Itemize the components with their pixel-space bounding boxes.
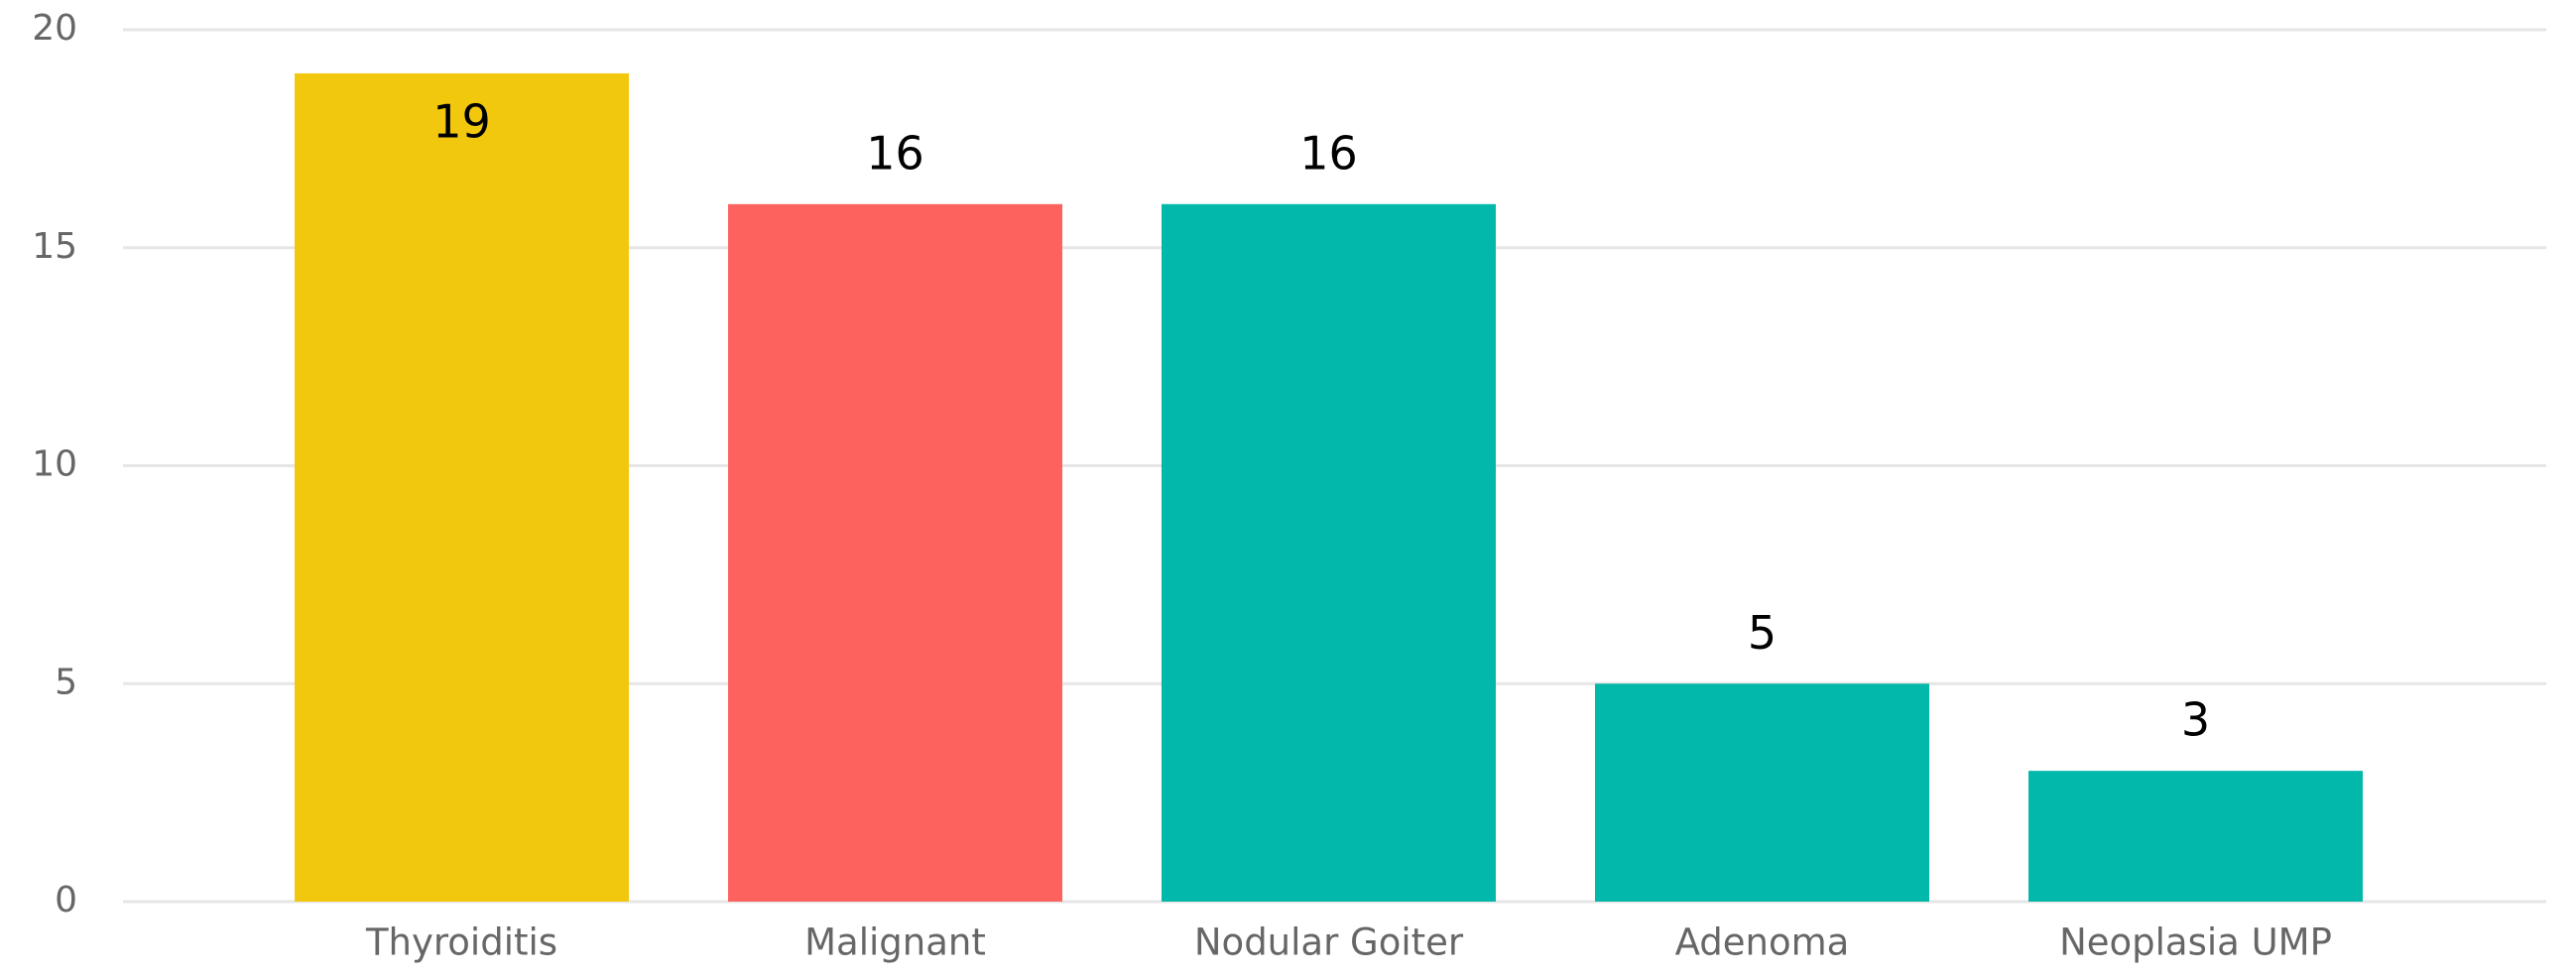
x-tick-label: Neoplasia UMP — [2059, 921, 2332, 964]
bar — [2028, 771, 2363, 902]
bar — [295, 72, 629, 902]
data-label: 5 — [1748, 606, 1777, 660]
data-label: 19 — [432, 94, 491, 148]
data-label: 16 — [1299, 126, 1358, 180]
x-tick-label: Malignant — [804, 921, 986, 964]
bar — [1595, 683, 1929, 902]
data-label: 16 — [866, 126, 924, 180]
x-tick-label: Thyroiditis — [365, 921, 557, 964]
y-tick-label: 10 — [32, 444, 77, 485]
y-tick-label: 15 — [32, 226, 77, 267]
y-tick-label: 5 — [55, 662, 77, 702]
data-label: 3 — [2181, 693, 2210, 747]
y-tick-label: 20 — [32, 8, 77, 49]
x-tick-label: Nodular Goiter — [1194, 921, 1464, 964]
bar — [728, 203, 1062, 903]
x-tick-label: Adenoma — [1675, 921, 1850, 964]
bar — [1162, 203, 1496, 903]
y-tick-label: 0 — [55, 880, 77, 920]
